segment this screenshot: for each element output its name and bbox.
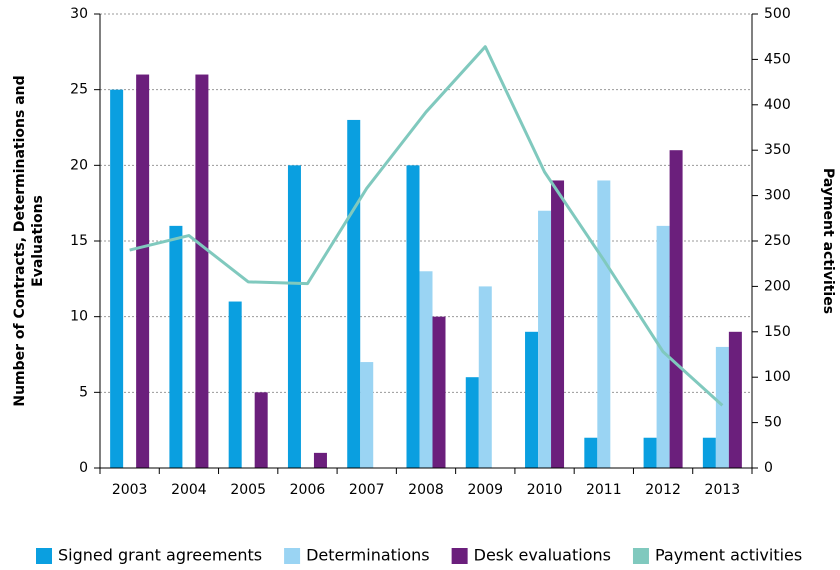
x-tick-label: 2005 xyxy=(230,482,266,498)
y2-tick-label: 200 xyxy=(764,278,791,294)
y2-tick-label: 250 xyxy=(764,233,791,249)
bar xyxy=(525,331,539,468)
bar xyxy=(584,437,598,468)
bar xyxy=(313,452,327,468)
bar xyxy=(669,150,683,468)
line-series xyxy=(129,45,724,407)
y2-tick-label: 350 xyxy=(764,142,791,158)
x-tick-label: 2010 xyxy=(527,482,563,498)
x-tick-label: 2012 xyxy=(645,482,681,498)
y2-axis-title: Payment activities xyxy=(820,168,836,314)
bar xyxy=(597,180,611,468)
bar xyxy=(228,301,242,468)
bar xyxy=(419,271,433,468)
y-tick-label: 0 xyxy=(79,460,88,476)
legend-label: Determinations xyxy=(306,546,430,565)
y-axis-title: Number of Contracts, Determinations and xyxy=(12,75,28,406)
bar xyxy=(136,74,150,469)
legend-swatch xyxy=(632,548,649,564)
legend-label: Payment activities xyxy=(655,546,802,565)
x-tick-label: 2007 xyxy=(349,482,385,498)
bar xyxy=(551,180,565,468)
x-tick-label: 2008 xyxy=(408,482,444,498)
x-tick-label: 2004 xyxy=(171,482,207,498)
legend-label: Desk evaluations xyxy=(474,546,611,565)
legend-swatch xyxy=(284,548,301,564)
bar xyxy=(110,89,124,469)
bar xyxy=(360,362,374,468)
y2-tick-label: 300 xyxy=(764,188,791,204)
bar xyxy=(643,437,657,468)
legend-label: Signed grant agreements xyxy=(58,546,262,565)
y-tick-label: 15 xyxy=(70,233,88,249)
y2-tick-label: 0 xyxy=(764,460,773,476)
y2-tick-label: 150 xyxy=(764,324,791,340)
y2-tick-label: 500 xyxy=(764,6,791,22)
y-tick-label: 25 xyxy=(70,82,88,98)
y-tick-label: 30 xyxy=(70,6,88,22)
bar xyxy=(432,316,446,468)
bar xyxy=(478,286,492,468)
x-tick-label: 2003 xyxy=(112,482,148,498)
bar xyxy=(347,119,361,468)
bar xyxy=(254,392,268,468)
bar xyxy=(195,74,209,469)
y-tick-label: 5 xyxy=(79,384,88,400)
y2-tick-label: 400 xyxy=(764,97,791,113)
x-tick-label: 2013 xyxy=(705,482,741,498)
y-tick-label: 20 xyxy=(70,157,88,173)
y2-tick-label: 100 xyxy=(764,369,791,385)
bar xyxy=(406,165,420,469)
bar xyxy=(538,210,552,468)
bar xyxy=(702,437,716,468)
bar xyxy=(728,331,742,468)
bar xyxy=(169,225,183,468)
x-tick-label: 2009 xyxy=(467,482,503,498)
y2-tick-label: 50 xyxy=(764,415,782,431)
bar xyxy=(715,346,729,468)
y2-tick-label: 450 xyxy=(764,51,791,67)
bar xyxy=(656,225,670,468)
legend-swatch xyxy=(36,548,52,564)
y-tick-label: 10 xyxy=(70,309,88,325)
x-tick-label: 2011 xyxy=(586,482,622,498)
bar xyxy=(287,165,301,469)
legend-swatch xyxy=(451,548,468,564)
bar xyxy=(465,377,479,468)
x-tick-label: 2006 xyxy=(290,482,326,498)
y-axis-title: Evaluations xyxy=(30,195,46,287)
